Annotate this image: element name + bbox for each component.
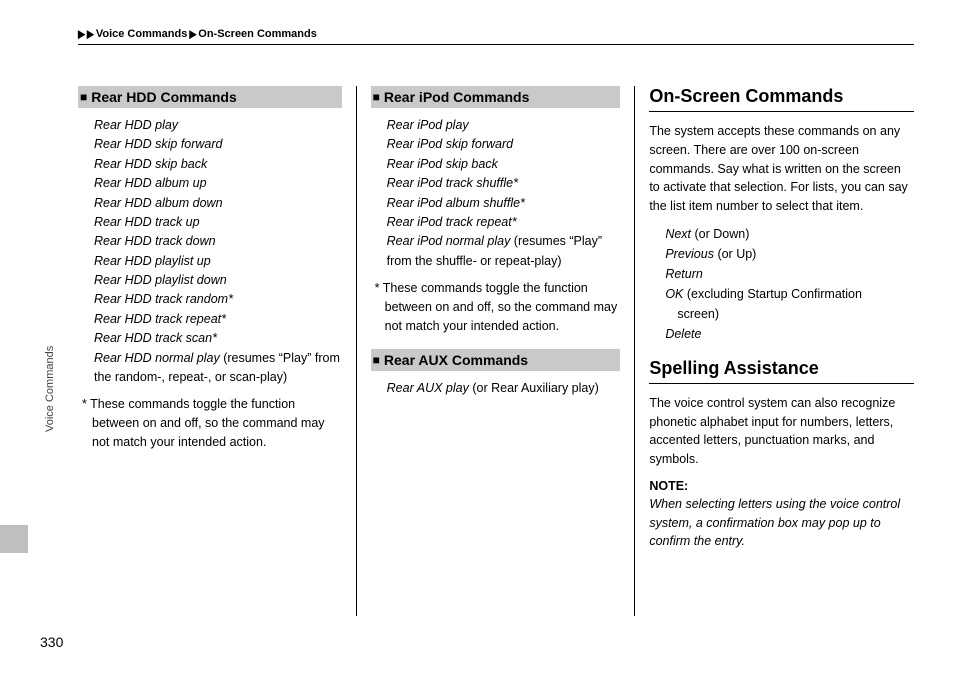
screen-command-list: Next (or Down)Previous (or Up)ReturnOK (…	[649, 224, 914, 344]
command-text: Rear iPod skip back	[387, 157, 498, 171]
command-name: Previous	[665, 247, 714, 261]
header-rule	[78, 44, 914, 45]
command-text: Rear HDD skip back	[94, 157, 207, 171]
heading-rule	[649, 111, 914, 112]
command-item: Rear iPod normal play (resumes “Play” fr…	[387, 232, 621, 271]
command-qualifier-cont: screen)	[665, 304, 914, 324]
triangle-icon: ▶	[189, 27, 196, 40]
command-item: Rear HDD track up	[94, 213, 342, 232]
command-list: Rear AUX play (or Rear Auxiliary play)	[371, 379, 621, 398]
section-header-rear-aux: ■ Rear AUX Commands	[371, 349, 621, 371]
command-text: Rear iPod normal play	[387, 234, 511, 248]
screen-command-item: OK (excluding Startup Confirmation	[665, 284, 914, 304]
command-text: Rear HDD play	[94, 118, 178, 132]
column-2: ■ Rear iPod Commands Rear iPod playRear …	[357, 86, 636, 616]
command-text: Rear HDD track repeat*	[94, 312, 226, 326]
command-text: Rear iPod track repeat*	[387, 215, 517, 229]
command-qualifier: (or Down)	[691, 227, 749, 241]
command-item: Rear HDD skip forward	[94, 135, 342, 154]
command-text: Rear HDD normal play	[94, 351, 220, 365]
command-text: Rear AUX play	[387, 381, 469, 395]
command-item: Rear iPod track repeat*	[387, 213, 621, 232]
note-block: NOTE: When selecting letters using the v…	[649, 477, 914, 551]
command-qualifier: (excluding Startup Confirmation	[683, 287, 862, 301]
command-item: Rear HDD album down	[94, 194, 342, 213]
command-item: Rear HDD playlist down	[94, 271, 342, 290]
heading-on-screen: On-Screen Commands	[649, 86, 914, 107]
screen-command-item: Next (or Down)	[665, 224, 914, 244]
breadcrumb-part: On-Screen Commands	[198, 28, 317, 40]
footnote: * These commands toggle the function bet…	[78, 395, 342, 451]
note-body: When selecting letters using the voice c…	[649, 497, 900, 549]
command-list: Rear iPod play Rear iPod skip forward Rear…	[371, 116, 621, 271]
command-text: Rear HDD album up	[94, 176, 207, 190]
command-item: Rear iPod skip forward	[387, 135, 621, 154]
command-text: Rear HDD track scan*	[94, 331, 217, 345]
command-item: Rear HDD play	[94, 116, 342, 135]
breadcrumb-part: Voice Commands	[96, 28, 188, 40]
command-item: Rear HDD album up	[94, 174, 342, 193]
screen-command-item: Previous (or Up)	[665, 244, 914, 264]
column-3: On-Screen Commands The system accepts th…	[635, 86, 914, 616]
command-name: Return	[665, 267, 703, 281]
command-item: Rear HDD track repeat*	[94, 310, 342, 329]
command-item: Rear HDD normal play (resumes “Play” fro…	[94, 349, 342, 388]
command-item: Rear HDD track scan*	[94, 329, 342, 348]
triangle-icon: ▶	[78, 27, 85, 40]
section-title: Rear iPod Commands	[384, 89, 529, 105]
command-item: Rear AUX play (or Rear Auxiliary play)	[387, 379, 621, 398]
command-item: Rear iPod skip back	[387, 155, 621, 174]
side-tab-block	[0, 525, 28, 553]
command-note: (or Rear Auxiliary play)	[469, 381, 599, 395]
command-qualifier: (or Up)	[714, 247, 756, 261]
command-text: Rear iPod skip forward	[387, 137, 513, 151]
content-grid: ■ Rear HDD Commands Rear HDD playRear HD…	[78, 86, 914, 614]
body-text: The system accepts these commands on any…	[649, 122, 914, 216]
command-name: Next	[665, 227, 691, 241]
square-icon: ■	[373, 353, 380, 367]
command-name: Delete	[665, 327, 701, 341]
command-text: Rear iPod album shuffle*	[387, 196, 525, 210]
command-item: Rear iPod track shuffle*	[387, 174, 621, 193]
command-text: Rear HDD playlist up	[94, 254, 211, 268]
section-header-rear-ipod: ■ Rear iPod Commands	[371, 86, 621, 108]
section-header-rear-hdd: ■ Rear HDD Commands	[78, 86, 342, 108]
side-tab-label: Voice Commands	[44, 346, 56, 432]
command-item: Rear HDD track down	[94, 232, 342, 251]
page-number: 330	[40, 634, 63, 650]
command-item: Rear HDD track random*	[94, 290, 342, 309]
square-icon: ■	[373, 90, 380, 104]
command-name: OK	[665, 287, 683, 301]
square-icon: ■	[80, 90, 87, 104]
command-item: Rear HDD playlist up	[94, 252, 342, 271]
command-item: Rear HDD skip back	[94, 155, 342, 174]
command-text: Rear HDD playlist down	[94, 273, 227, 287]
footnote: * These commands toggle the function bet…	[371, 279, 621, 335]
side-tab: Voice Commands	[0, 410, 28, 540]
command-list: Rear HDD play Rear HDD skip forward Rear H…	[78, 116, 342, 387]
triangle-icon: ▶	[87, 27, 94, 40]
command-text: Rear HDD track down	[94, 234, 216, 248]
screen-command-item: Return	[665, 264, 914, 284]
heading-spelling: Spelling Assistance	[649, 358, 914, 379]
command-text: Rear iPod track shuffle*	[387, 176, 518, 190]
command-text: Rear HDD track up	[94, 215, 200, 229]
section-title: Rear AUX Commands	[384, 352, 528, 368]
command-text: Rear HDD skip forward	[94, 137, 223, 151]
section-title: Rear HDD Commands	[91, 89, 236, 105]
heading-rule	[649, 383, 914, 384]
body-text: The voice control system can also recogn…	[649, 394, 914, 469]
command-item: Rear iPod album shuffle*	[387, 194, 621, 213]
breadcrumb: ▶ ▶ Voice Commands ▶ On-Screen Commands	[78, 28, 317, 40]
command-text: Rear HDD track random*	[94, 292, 233, 306]
screen-command-item: Delete	[665, 324, 914, 344]
command-text: Rear HDD album down	[94, 196, 223, 210]
note-label: NOTE:	[649, 479, 688, 493]
column-1: ■ Rear HDD Commands Rear HDD playRear HD…	[78, 86, 357, 616]
command-item: Rear iPod play	[387, 116, 621, 135]
command-text: Rear iPod play	[387, 118, 469, 132]
